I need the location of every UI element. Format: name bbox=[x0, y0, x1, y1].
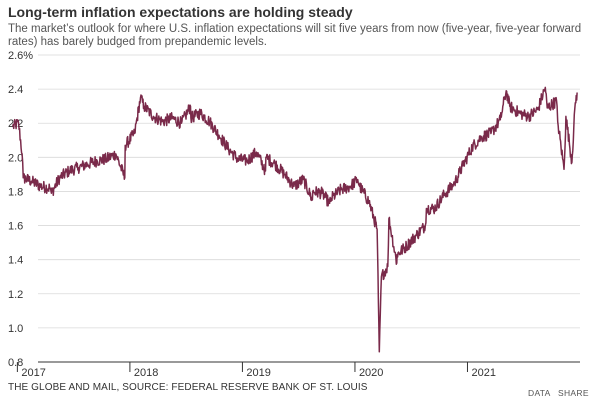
x-tick-label: 2021 bbox=[471, 367, 495, 379]
y-tick-label: 1.0 bbox=[8, 323, 23, 335]
source-credit: THE GLOBE AND MAIL, SOURCE: FEDERAL RESE… bbox=[8, 382, 368, 393]
x-tick-label: 2020 bbox=[359, 367, 383, 379]
chart-title: Long-term inflation expectations are hol… bbox=[8, 4, 353, 20]
x-tick-label: 2017 bbox=[21, 367, 45, 379]
y-tick-label: 1.4 bbox=[8, 255, 23, 267]
x-tick-label: 2019 bbox=[246, 367, 270, 379]
x-axis: 2017 2018 2019 2020 2021 bbox=[16, 362, 496, 379]
y-tick-label: 1.2 bbox=[8, 289, 23, 301]
y-tick-label: 0.8 bbox=[8, 357, 23, 369]
y-tick-label: 2.0 bbox=[8, 152, 23, 164]
series-line bbox=[11, 86, 578, 353]
series-layer bbox=[11, 86, 578, 353]
y-tick-label: 2.6% bbox=[8, 50, 33, 62]
y-axis-ticks: 0.81.01.21.41.61.82.02.22.42.6% bbox=[8, 50, 33, 369]
y-tick-label: 1.6 bbox=[8, 221, 23, 233]
chart-subtitle: The market’s outlook for where U.S. infl… bbox=[8, 23, 582, 48]
gridlines bbox=[38, 54, 580, 363]
y-tick-label: 1.8 bbox=[8, 186, 23, 198]
y-tick-label: 2.4 bbox=[8, 84, 23, 96]
share-link[interactable]: SHARE bbox=[558, 388, 589, 398]
x-tick-label: 2018 bbox=[134, 367, 158, 379]
data-link[interactable]: DATA bbox=[528, 388, 551, 398]
